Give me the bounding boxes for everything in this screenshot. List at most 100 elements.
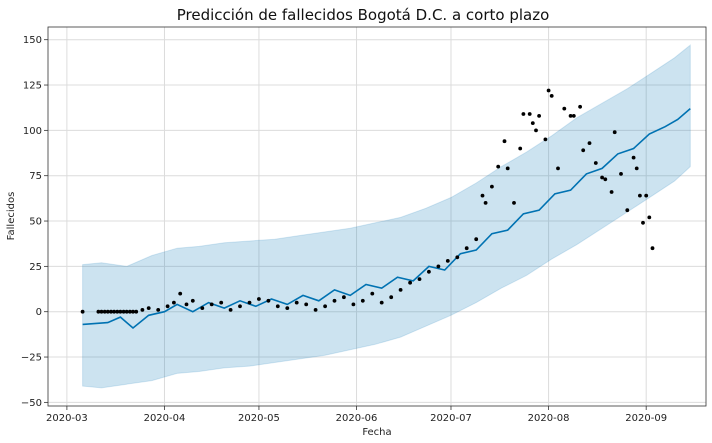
observed-point xyxy=(398,288,403,292)
y-tick-label: 25 xyxy=(29,262,42,273)
observed-point xyxy=(549,94,554,98)
observed-point xyxy=(389,295,394,300)
observed-point xyxy=(408,280,412,285)
observed-point xyxy=(474,237,479,242)
x-tick-label: 2020-06 xyxy=(336,413,378,424)
observed-point xyxy=(360,298,365,303)
y-axis-label: Fallecidos xyxy=(6,192,17,241)
observed-point xyxy=(134,309,139,314)
observed-point xyxy=(427,269,431,274)
observed-point xyxy=(641,220,645,225)
y-tick-label: −25 xyxy=(21,353,42,364)
observed-point xyxy=(115,309,120,314)
observed-point xyxy=(537,114,541,118)
observed-point xyxy=(247,300,252,305)
observed-point xyxy=(96,309,101,314)
x-tick-label: 2020-04 xyxy=(144,413,186,424)
observed-point xyxy=(483,201,488,205)
observed-point xyxy=(496,164,501,169)
y-axis: −50 −25 0 25 50 75 100 125 150 xyxy=(21,35,48,409)
observed-point xyxy=(512,201,516,205)
observed-point xyxy=(650,246,655,251)
observed-point xyxy=(323,304,327,309)
y-tick-label: 75 xyxy=(29,171,42,182)
observed-point xyxy=(127,309,132,314)
observed-point xyxy=(184,302,189,307)
y-tick-label: 100 xyxy=(23,126,42,137)
observed-point xyxy=(571,114,576,118)
observed-point xyxy=(370,291,375,296)
observed-point xyxy=(417,277,422,281)
observed-point xyxy=(587,141,592,146)
observed-point xyxy=(304,302,309,307)
observed-point xyxy=(80,309,85,314)
observed-point xyxy=(257,297,261,301)
observed-point xyxy=(190,298,195,303)
x-tick-label: 2020-03 xyxy=(46,413,88,424)
uncertainty-band xyxy=(82,44,691,389)
observed-point xyxy=(165,304,170,309)
observed-point xyxy=(112,309,116,314)
observed-point xyxy=(603,177,608,182)
observed-point xyxy=(342,295,346,300)
observed-point xyxy=(105,309,110,314)
x-tick-label: 2020-08 xyxy=(528,413,570,424)
observed-point xyxy=(332,298,337,303)
observed-point xyxy=(562,106,567,111)
observed-point xyxy=(131,309,135,314)
observed-point xyxy=(156,308,161,312)
observed-point xyxy=(121,309,126,314)
observed-point xyxy=(436,264,441,269)
observed-point xyxy=(609,190,614,194)
observed-point xyxy=(534,128,538,133)
observed-point xyxy=(568,114,573,118)
observed-point xyxy=(556,166,560,171)
observed-point xyxy=(445,259,450,263)
observed-point xyxy=(634,166,639,171)
observed-point xyxy=(219,300,224,305)
x-tick-label: 2020-07 xyxy=(430,413,472,424)
observed-point xyxy=(172,300,176,305)
forecast-line xyxy=(82,107,691,330)
observed-point xyxy=(505,166,510,171)
observed-point xyxy=(275,304,280,309)
x-axis: 2020-03 2020-04 2020-05 2020-06 2020-07 2020-… xyxy=(46,406,667,424)
observed-point xyxy=(464,246,469,251)
observed-point xyxy=(109,309,113,314)
observed-point xyxy=(625,208,630,213)
y-tick-label: 0 xyxy=(36,307,42,318)
y-tick-label: 50 xyxy=(29,217,42,228)
observed-point xyxy=(644,193,649,198)
observed-point xyxy=(619,172,623,176)
observed-point xyxy=(578,104,582,109)
observed-point xyxy=(581,148,586,153)
observed-point xyxy=(543,137,548,142)
observed-points xyxy=(80,88,655,314)
observed-point xyxy=(502,139,507,144)
observed-point xyxy=(612,130,617,135)
observed-point xyxy=(285,306,290,310)
observed-point xyxy=(200,306,205,310)
y-tick-label: 125 xyxy=(23,81,42,92)
observed-point xyxy=(266,298,271,303)
observed-point xyxy=(102,309,107,314)
observed-point xyxy=(647,215,652,220)
y-tick-label: 150 xyxy=(23,35,42,46)
y-tick-label: −50 xyxy=(21,398,42,409)
observed-point xyxy=(631,155,636,160)
observed-point xyxy=(294,300,299,305)
observed-point xyxy=(593,161,598,165)
x-tick-label: 2020-05 xyxy=(238,413,280,424)
x-axis-label: Fecha xyxy=(362,427,391,438)
plot-frame xyxy=(47,26,707,407)
observed-point xyxy=(638,193,642,198)
observed-point xyxy=(313,308,318,312)
x-tick-label: 2020-09 xyxy=(625,413,667,424)
observed-point xyxy=(518,146,523,151)
observed-point xyxy=(480,193,485,198)
observed-point xyxy=(118,309,123,314)
observed-point xyxy=(124,309,129,314)
observed-point xyxy=(546,88,551,93)
observed-point xyxy=(527,112,532,116)
